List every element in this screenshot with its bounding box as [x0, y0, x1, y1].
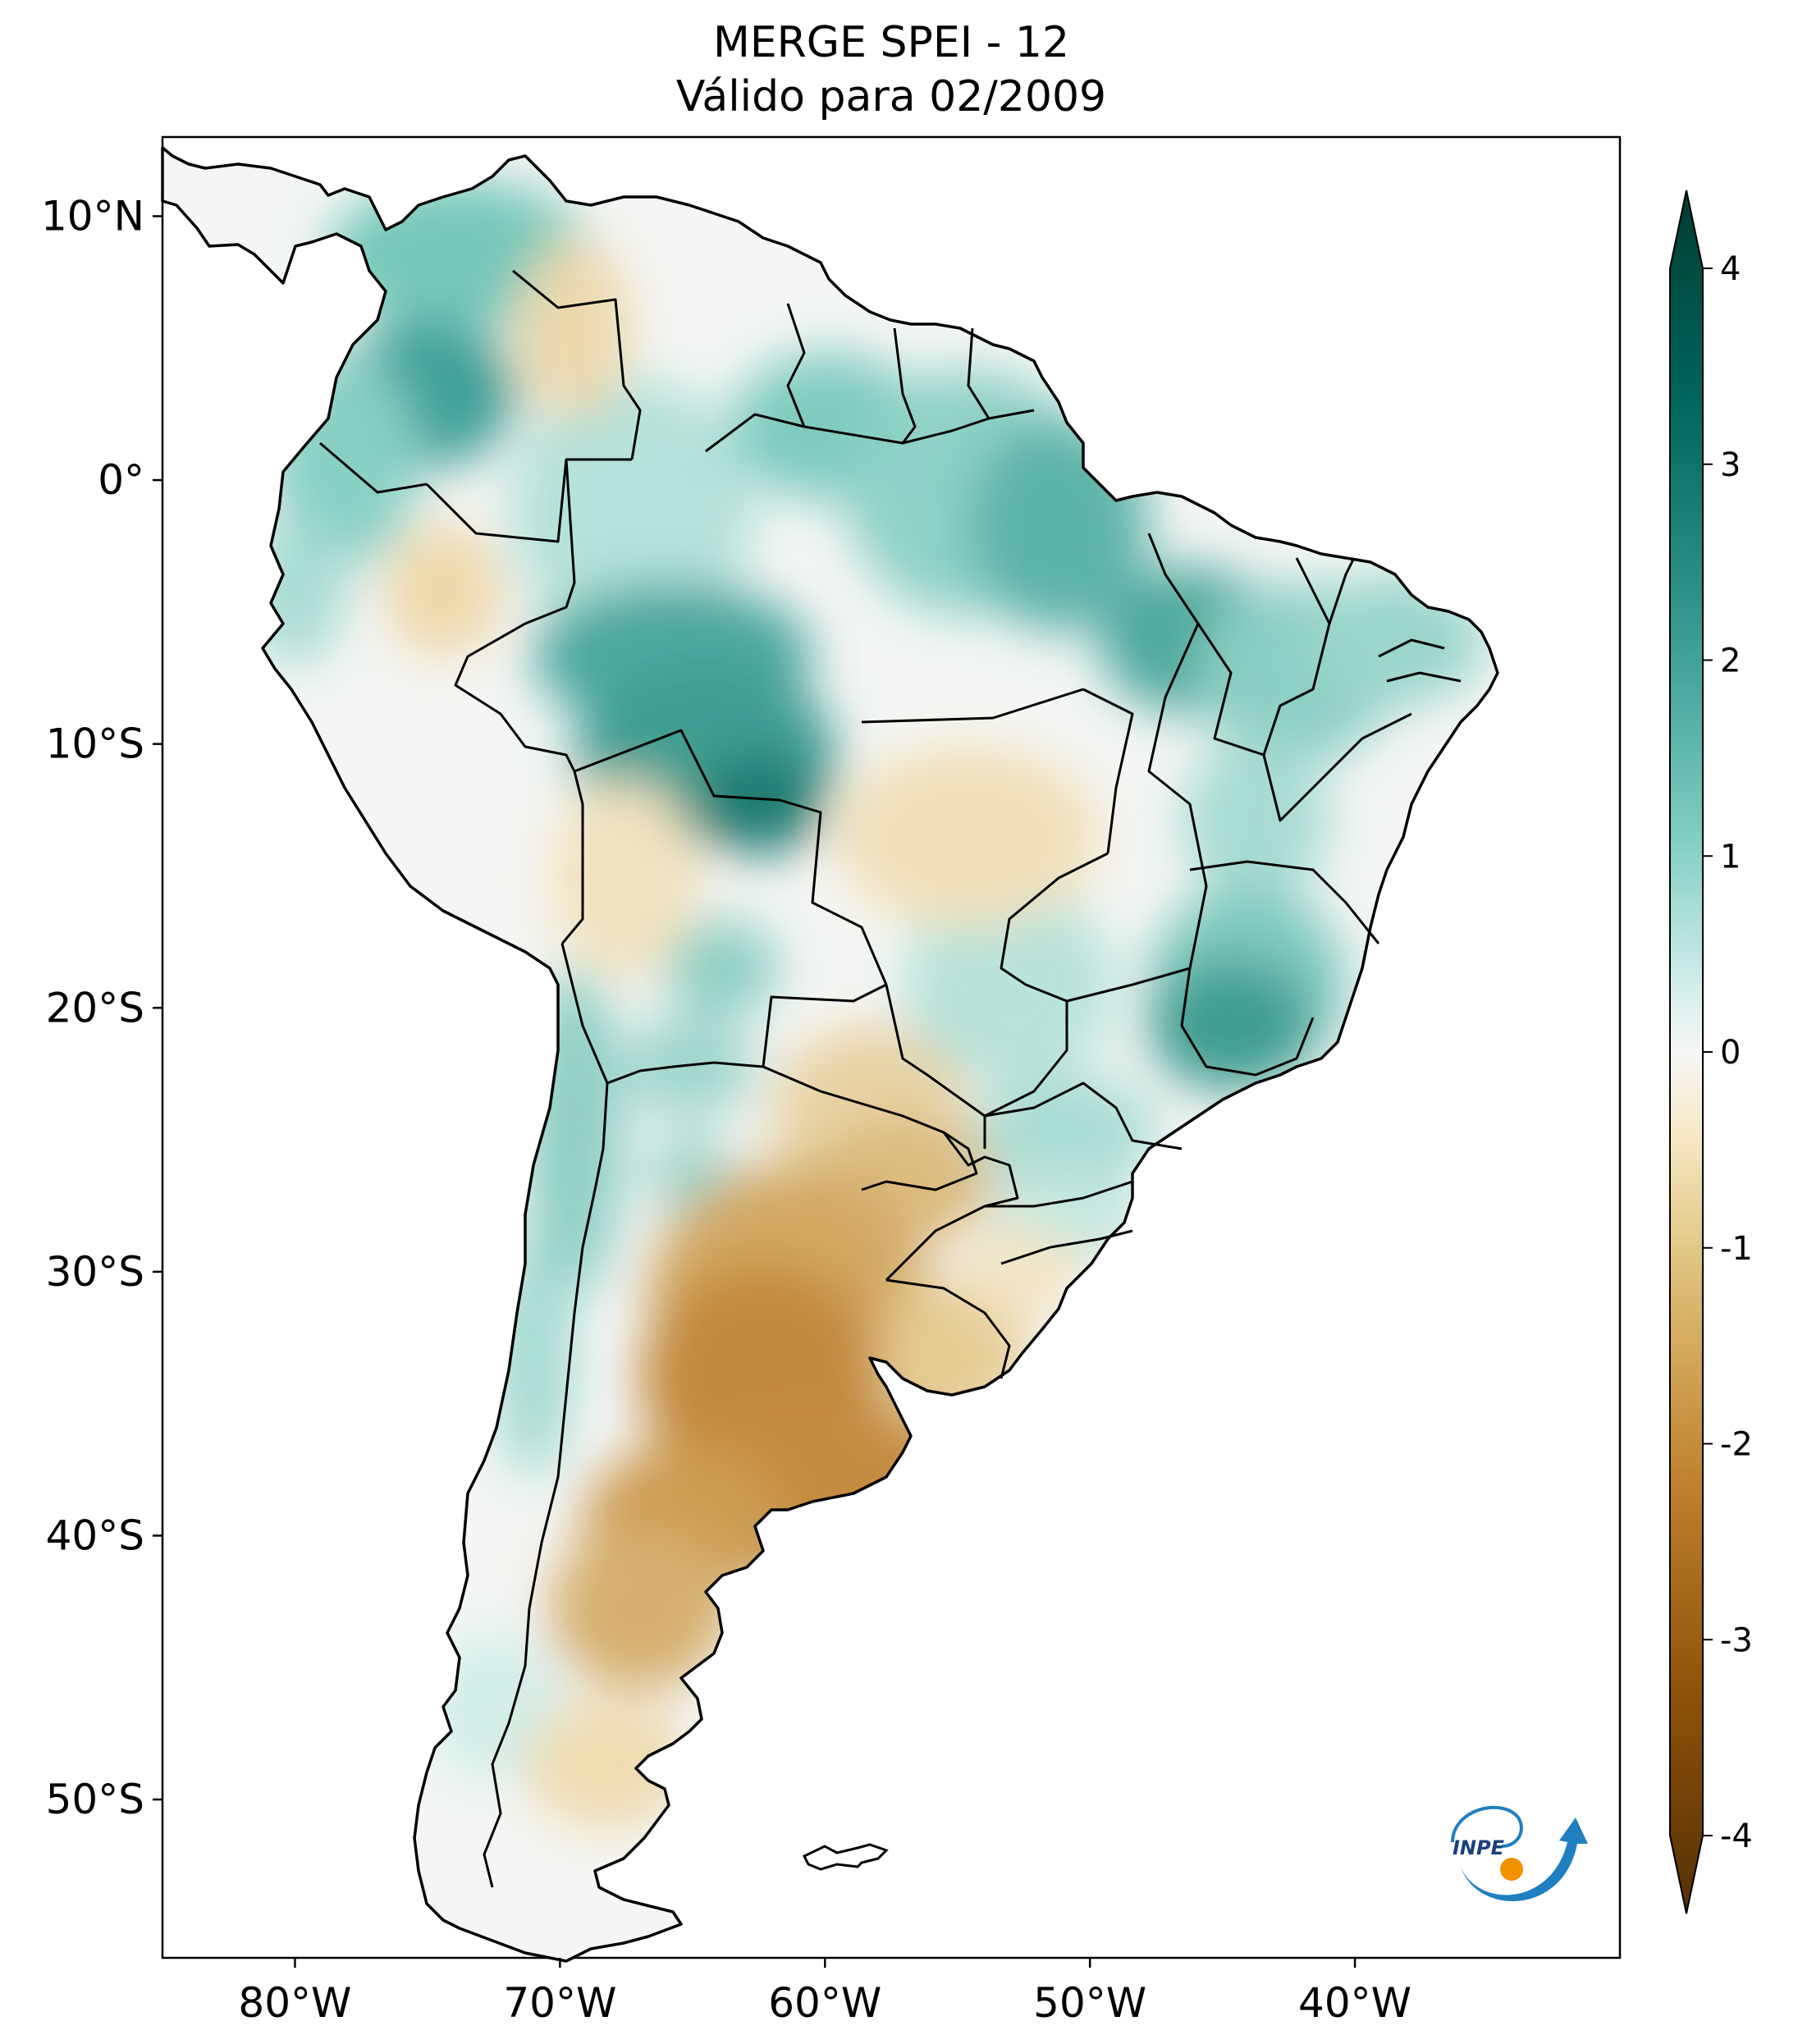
border-brazil-north — [705, 409, 1035, 453]
colorbar-tick-label: 4 — [1720, 250, 1741, 288]
border-uruguay — [885, 1278, 1011, 1379]
inpe-logo-dot — [1500, 1858, 1523, 1881]
lat-tick-label: 40°S — [46, 1511, 144, 1559]
inpe-logo-arrow — [1461, 1818, 1588, 1901]
border-brazil-state-8 — [1180, 967, 1315, 1077]
wet-patch — [624, 1017, 755, 1116]
longitude-axis: 80°W 70°W 60°W 50°W 40°W — [238, 1958, 1411, 2027]
border-colombia-ecuador — [319, 441, 428, 494]
colorbar-tick-label: -4 — [1720, 1818, 1753, 1855]
border-suriname-guiana — [967, 327, 991, 419]
border-guyana-suriname — [893, 327, 917, 444]
wet-patch — [1182, 738, 1329, 903]
dry-patch — [550, 1526, 730, 1690]
wet-patch — [665, 919, 780, 1017]
colorbar-tick-label: -1 — [1720, 1230, 1753, 1268]
border-brazil-state-4 — [1025, 967, 1191, 1003]
wet-patch — [509, 377, 755, 640]
dry-patch — [525, 1699, 689, 1830]
colorbar-scale — [1669, 190, 1704, 1914]
border-brazil-state-7 — [1262, 712, 1412, 822]
lon-tick-label: 50°W — [1033, 1979, 1146, 2027]
inpe-logo-text: INPE — [1453, 1836, 1505, 1859]
dry-patch — [550, 780, 698, 976]
border-brazil-state-3 — [1000, 852, 1109, 986]
lat-tick-label: 20°S — [46, 984, 144, 1031]
border-brazil-state-16 — [1386, 671, 1462, 683]
lat-tick-label: 50°S — [46, 1776, 144, 1823]
political-borders — [319, 269, 1462, 1888]
border-peru-brazil — [454, 459, 576, 772]
inpe-logo-swirl — [1451, 1805, 1523, 1848]
inpe-logo-icon: INPE — [1451, 1805, 1588, 1901]
border-argentina-brazil — [885, 1132, 1019, 1282]
border-paraguay-argentina — [762, 1065, 978, 1191]
colorbar-tick-label: -3 — [1720, 1621, 1753, 1659]
map-title-line1: MERGE SPEI - 12 — [712, 18, 1070, 67]
border-brazil-state-5 — [1147, 533, 1208, 969]
border-colombia-venezuela — [512, 269, 642, 460]
border-brazil-state-6 — [1196, 557, 1331, 757]
colorbar-tick-label: 3 — [1720, 446, 1741, 484]
colorbar-tick-label: -2 — [1720, 1426, 1753, 1464]
continent-coastline — [161, 146, 1499, 1963]
border-bolivia-brazil — [574, 729, 888, 985]
border-brazil-state-11 — [984, 1081, 1183, 1150]
lat-tick-label: 30°S — [46, 1248, 144, 1296]
falkland-islands — [802, 1843, 889, 1871]
lon-tick-label: 70°W — [503, 1979, 616, 2027]
border-paraguay-brazil — [885, 984, 986, 1149]
border-bolivia-paraguay — [762, 983, 887, 1068]
latitude-axis: 10°N 0° 10°S 20°S 30°S 40°S 50°S — [41, 192, 162, 1823]
border-brazil-state-1 — [1082, 688, 1134, 854]
border-brazil-state-10 — [984, 1001, 1068, 1118]
colorbar-tick-label: 2 — [1720, 642, 1741, 680]
border-brazil-state-15 — [1378, 638, 1445, 658]
border-peru-colombia — [425, 458, 632, 543]
border-brazil-state-12 — [985, 1180, 1133, 1208]
dry-patch — [386, 525, 501, 656]
colorbar-tick-label: 0 — [1720, 1034, 1741, 1072]
wet-patch — [903, 886, 1116, 1083]
border-bolivia-chile — [560, 943, 609, 1084]
lon-tick-label: 80°W — [238, 1979, 351, 2027]
border-venezuela-guyana — [786, 303, 806, 428]
lat-tick-label: 10°S — [46, 720, 144, 768]
dry-patch — [837, 747, 1100, 927]
wet-patch — [693, 755, 825, 853]
dry-patch — [517, 238, 632, 418]
border-peru-bolivia — [560, 771, 584, 944]
lat-tick-label: 10°N — [41, 192, 144, 240]
border-brazil-state-14 — [1328, 557, 1356, 624]
border-brazil-state-13 — [1000, 1229, 1133, 1265]
lon-tick-label: 40°W — [1298, 1979, 1411, 2027]
colorbar-tick-label: 1 — [1720, 838, 1741, 876]
border-bolivia-argentina — [606, 1061, 764, 1085]
map-title-line2: Válido para 02/2009 — [675, 72, 1107, 121]
colorbar: 4 3 2 1 0 -1 -2 -3 -4 — [1669, 190, 1753, 1914]
border-brazil-state-2 — [861, 688, 1084, 724]
lat-tick-label: 0° — [98, 456, 144, 504]
border-chile-argentina — [483, 1082, 609, 1888]
border-brazil-state-9 — [1189, 860, 1380, 944]
lon-tick-label: 60°W — [768, 1979, 881, 2027]
wet-patch — [1149, 960, 1313, 1091]
